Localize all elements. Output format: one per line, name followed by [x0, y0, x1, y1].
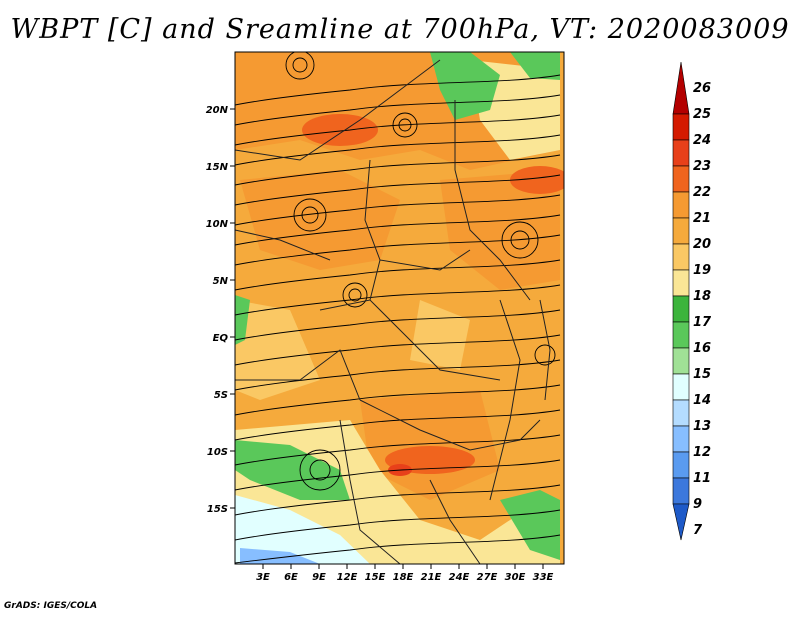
colorbar-segment [672, 191, 690, 219]
colorbar-segment [672, 269, 690, 297]
colorbar-segment [672, 113, 690, 141]
map-frame [234, 51, 565, 565]
lon-label-12e: 12E [337, 572, 358, 583]
colorbar-label-15: 15 [693, 367, 711, 382]
colorbar-triangle-bottom [672, 503, 690, 541]
region-22c-east [440, 170, 560, 290]
lon-label-15e: 15E [365, 572, 386, 583]
region-17c-ne [510, 52, 560, 80]
colorbar-label-17: 17 [693, 315, 712, 330]
colorbar-triangle-top [672, 61, 690, 115]
colorbar-label-18: 18 [693, 289, 711, 304]
region-17c-west [235, 295, 250, 345]
region-20c-west [235, 300, 320, 400]
lat-label-20n: 20N [206, 105, 229, 116]
colorbar-label-22: 22 [693, 185, 711, 200]
lat-label-5n: 5N [213, 276, 229, 287]
lat-label-5s: 5S [214, 390, 228, 401]
hotspot-23c-1 [302, 114, 378, 146]
colorbar-segment [672, 425, 690, 453]
colorbar-segment [672, 321, 690, 349]
lat-label-10s: 10S [207, 447, 228, 458]
colorbar-label-12: 12 [693, 445, 711, 460]
lat-label-15s: 15S [207, 504, 228, 515]
colorbar-segment [672, 399, 690, 427]
colorbar-label-21: 21 [693, 211, 711, 226]
colorbar-label-20: 20 [693, 237, 711, 252]
map-fill-layer [235, 52, 564, 564]
lon-label-21e: 21E [421, 572, 442, 583]
colorbar-label-23: 23 [693, 159, 711, 174]
lon-label-18e: 18E [393, 572, 414, 583]
colorbar-label-25: 25 [693, 107, 711, 122]
colorbar-segment [672, 165, 690, 193]
colorbar-label-7: 7 [693, 523, 703, 538]
lat-label-15n: 15N [206, 162, 229, 173]
grads-credit: GrADS: IGES/COLA [4, 601, 98, 611]
lat-label-10n: 10N [206, 219, 229, 230]
country-borders [235, 59, 551, 564]
chart-title: WBPT [C] and Sreamline at 700hPa, VT: 20… [10, 14, 790, 45]
hotspot-23c-2 [510, 166, 564, 194]
colorbar-segment [672, 347, 690, 375]
colorbar-label-16: 16 [693, 341, 711, 356]
lon-label-30e: 30E [505, 572, 526, 583]
streamlines [235, 52, 561, 564]
lat-axis: 20N 15N 10N 5N EQ 5S 10S 15S [206, 105, 235, 515]
lon-label-6e: 6E [284, 572, 298, 583]
lon-label-24e: 24E [449, 572, 470, 583]
colorbar-label-26: 26 [693, 81, 711, 96]
region-22c-west [240, 170, 400, 270]
colorbar-label-9: 9 [693, 497, 702, 512]
colorbar-segment [672, 217, 690, 245]
colorbar-label-19: 19 [693, 263, 711, 278]
colorbar-segment [672, 139, 690, 167]
colorbar-label-11: 11 [693, 471, 711, 486]
colorbar-label-13: 13 [693, 419, 711, 434]
colorbar-segments [672, 61, 690, 541]
colorbar-segment [672, 373, 690, 401]
lon-label-3e: 3E [256, 572, 270, 583]
lat-label-eq: EQ [213, 333, 229, 344]
colorbar-segment [672, 243, 690, 271]
lon-label-27e: 27E [477, 572, 498, 583]
lon-axis: 3E 6E 9E 12E 15E 18E 21E 24E 27E 30E 33E [256, 564, 554, 583]
lon-label-9e: 9E [312, 572, 326, 583]
colorbar-segment [672, 451, 690, 479]
region-15c [235, 495, 370, 564]
colorbar-label-24: 24 [693, 133, 711, 148]
colorbar-segment [672, 295, 690, 323]
region-17c-se [500, 490, 560, 560]
colorbar-labels: 26 25 24 23 22 21 20 19 18 17 16 15 14 1… [693, 81, 712, 538]
colorbar-segment [672, 477, 690, 505]
lon-label-33e: 33E [533, 572, 554, 583]
colorbar-label-14: 14 [693, 393, 711, 408]
